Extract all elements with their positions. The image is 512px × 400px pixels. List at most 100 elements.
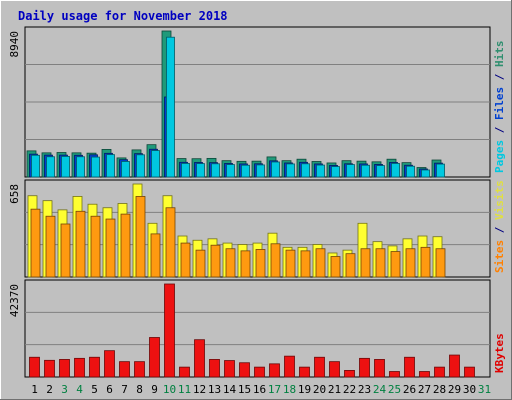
bar-pages-day-1 (31, 154, 40, 178)
x-tick-day-2: 2 (46, 383, 53, 396)
bar-sites-day-5 (90, 215, 101, 278)
bar-pages-day-5 (91, 156, 100, 178)
x-tick-day-25: 25 (388, 383, 401, 396)
bar-sites-day-17 (270, 243, 281, 278)
x-tick-day-23: 23 (358, 383, 371, 396)
x-tick-day-12: 12 (193, 383, 206, 396)
bar-sites-day-19 (300, 250, 311, 278)
bar-pages-day-16 (256, 164, 265, 178)
bar-pages-day-22 (346, 164, 355, 178)
bar-kbytes-day-20 (314, 356, 325, 378)
bar-pages-day-17 (271, 161, 280, 178)
bar-pages-day-24 (376, 165, 385, 178)
x-tick-day-16: 16 (253, 383, 266, 396)
bar-kbytes-day-10 (164, 283, 175, 378)
legend-part: Visits (493, 180, 506, 220)
legend-part: / (493, 67, 506, 87)
x-tick-day-31: 31 (478, 383, 491, 396)
bar-kbytes-day-24 (374, 359, 385, 378)
y-max-label: 8940 (8, 31, 21, 58)
bar-sites-day-18 (285, 249, 296, 278)
bar-sites-day-27 (420, 246, 431, 278)
x-tick-day-28: 28 (433, 383, 446, 396)
legend-part: / (493, 220, 506, 240)
bar-pages-day-20 (316, 164, 325, 178)
bar-sites-day-4 (75, 210, 86, 278)
x-tick-day-18: 18 (283, 383, 296, 396)
bar-kbytes-day-29 (449, 354, 460, 378)
bar-sites-day-11 (180, 242, 191, 278)
x-tick-day-20: 20 (313, 383, 326, 396)
x-axis-day-labels: 1 2 3 4 5 6 7 8 9 10 11 12 13 14 15 16 17 18 19 20 21 22 23 24 2… (31, 383, 491, 396)
bar-pages-day-8 (136, 154, 145, 178)
bar-kbytes-day-9 (149, 337, 160, 378)
bar-kbytes-day-3 (59, 359, 70, 378)
bar-pages-day-23 (361, 164, 370, 178)
bar-pages-day-7 (121, 161, 130, 178)
x-tick-day-19: 19 (298, 383, 311, 396)
y-max-label: 658 (8, 184, 21, 204)
bar-kbytes-day-7 (119, 361, 130, 378)
bar-kbytes-day-21 (329, 361, 340, 378)
bar-pages-day-2 (46, 156, 55, 178)
bar-sites-day-1 (30, 208, 41, 278)
legend-part: KBytes (493, 333, 506, 373)
x-tick-day-11: 11 (178, 383, 191, 396)
bar-sites-day-9 (150, 233, 161, 278)
legend-part: Hits (493, 41, 506, 68)
bar-kbytes-day-14 (224, 360, 235, 378)
x-tick-day-6: 6 (106, 383, 113, 396)
bar-sites-day-6 (105, 218, 116, 278)
bar-kbytes-day-12 (194, 339, 205, 378)
legend-part: Pages (493, 140, 506, 173)
x-tick-day-5: 5 (91, 383, 98, 396)
x-tick-day-22: 22 (343, 383, 356, 396)
x-tick-day-9: 9 (151, 383, 158, 396)
bar-sites-day-22 (345, 253, 356, 278)
panel-hits-files-pages: 8940 Pages / Files / Hits (8, 26, 506, 178)
bar-kbytes-day-17 (269, 363, 280, 378)
x-tick-day-1: 1 (31, 383, 38, 396)
legend-part: Sites (493, 240, 506, 273)
bar-sites-day-15 (240, 250, 251, 278)
bar-kbytes-day-15 (239, 362, 250, 378)
x-tick-day-21: 21 (328, 383, 341, 396)
bar-sites-day-7 (120, 213, 131, 278)
legend-part: Files (493, 87, 506, 120)
bar-sites-day-13 (210, 244, 221, 278)
x-tick-day-29: 29 (448, 383, 461, 396)
bar-pages-day-14 (226, 164, 235, 178)
legend-part: / (493, 120, 506, 140)
x-tick-day-3: 3 (61, 383, 68, 396)
bar-pages-day-21 (331, 166, 340, 178)
bar-pages-day-25 (391, 163, 400, 178)
bar-sites-day-24 (375, 248, 386, 278)
bar-kbytes-day-1 (29, 356, 40, 378)
bar-sites-day-25 (390, 251, 401, 278)
x-tick-day-14: 14 (223, 383, 237, 396)
x-tick-day-27: 27 (418, 383, 431, 396)
bar-kbytes-day-18 (284, 355, 295, 378)
bar-kbytes-day-8 (134, 361, 145, 378)
bar-kbytes-day-22 (344, 370, 355, 378)
bar-kbytes-day-16 (254, 366, 265, 378)
bar-sites-day-8 (135, 196, 146, 278)
chart-panels: 8940 Pages / Files / Hits 658 Sites / Visit… (8, 26, 506, 378)
bar-sites-day-2 (45, 215, 56, 278)
bar-kbytes-day-4 (74, 357, 85, 378)
bar-sites-day-10 (165, 207, 176, 278)
x-tick-day-10: 10 (163, 383, 176, 396)
bar-kbytes-day-28 (434, 366, 445, 378)
bar-pages-day-28 (436, 163, 445, 178)
bar-kbytes-day-23 (359, 357, 370, 378)
bar-pages-day-13 (211, 163, 220, 178)
bar-sites-day-3 (60, 223, 71, 278)
chart-title: Daily usage for November 2018 (18, 9, 228, 23)
bar-pages-day-15 (241, 164, 250, 178)
bar-sites-day-20 (315, 248, 326, 278)
x-tick-day-15: 15 (238, 383, 251, 396)
x-tick-day-24: 24 (373, 383, 387, 396)
panel-visits-sites: 658 Sites / Visits (8, 179, 506, 278)
legend-kbytes: KBytes (493, 333, 506, 373)
